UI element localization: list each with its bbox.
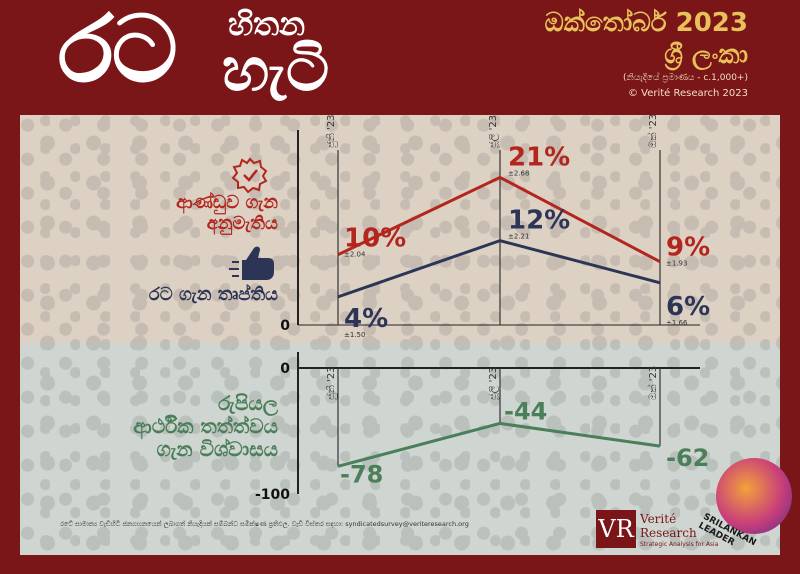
verite-tagline: Strategic Analysis for Asia [640, 541, 719, 548]
sample-size: (නියැදියේ ප්‍රමාණය - c.1,000+) [623, 73, 748, 83]
watermark-badge [716, 458, 792, 534]
top-axis-tick-label: 0 [280, 318, 290, 334]
bottom-category-label: ජූලි '23 [488, 367, 499, 400]
economic-value-label: -62 [666, 444, 709, 472]
thumbs-up-icon [229, 246, 274, 280]
approval-line [337, 175, 661, 264]
approval-label-line2: අනුමැතිය [206, 212, 278, 234]
top-category-label: ඔක් '23 [646, 114, 659, 148]
satisfaction-value-label: 4% [344, 304, 388, 334]
economic-line [337, 421, 661, 468]
approval-error-label: ±2.04 [344, 251, 366, 259]
economic-label-line3: ගැන විශ්වාසය [156, 437, 278, 461]
report-country: ශ්‍රී ලංකා [664, 40, 748, 70]
copyright: © Verité Research 2023 [627, 88, 748, 99]
verite-logo-mark: VR [596, 510, 636, 548]
report-month: ඔක්තෝබර් 2023 [544, 8, 748, 38]
logo-bottom: හැටි [222, 35, 330, 105]
approval-error-label: ±1.93 [666, 260, 687, 268]
bottom-category-label: ජුනි '23 [326, 366, 337, 400]
verite-name-line1: Verité [640, 512, 677, 526]
approval-error-label: ±2.68 [508, 169, 529, 177]
footer-note: රටේ සාමාන්‍ය වැඩිහිටි ජනගහනයෙන් ලබාගත් න… [60, 520, 469, 528]
header: රට හිතන හැටි ඔක්තෝබර් 2023 ශ්‍රී ලංකා (න… [0, 0, 800, 115]
approval-value-label: 10% [344, 224, 406, 254]
economic-label-line2: ආර්ථික තත්ත්වය [133, 414, 278, 438]
approval-value-label: 9% [666, 233, 710, 263]
logo-top: හිතන [228, 5, 306, 43]
bottom-axis-tick-label: 0 [280, 361, 290, 377]
verite-name-line2: Research [640, 526, 697, 541]
top-category-label: ජුනි '23 [326, 114, 337, 148]
satisfaction-line [337, 239, 661, 299]
top-chart: 0 ජුනි '23 ජූලි '23 ඔක් '23 10%±2.04 21%±2.68… [280, 114, 710, 339]
approval-value-label: 21% [508, 142, 570, 172]
satisfaction-error-label: ±1.66 [666, 319, 688, 327]
chart-panel [20, 115, 780, 555]
bottom-chart: 0 -100 ජුනි '23 ජූලි '23 ඔක් '23 -78 -44 -62 [255, 352, 709, 503]
verite-name: Verité Research [640, 512, 697, 541]
logo-main: රට [58, 0, 178, 103]
economic-label-line1: රුපියල [218, 391, 278, 415]
top-chart-background [20, 115, 780, 343]
satisfaction-error-label: ±2.21 [508, 233, 529, 241]
approval-label-line1: ආණ්ඩුව ගැන [176, 192, 278, 213]
checkmark-badge-icon [231, 157, 268, 194]
satisfaction-value-label: 6% [666, 292, 710, 322]
economic-value-label: -78 [340, 460, 383, 488]
bottom-axis-tick-label: -100 [255, 487, 290, 503]
satisfaction-label: රට ගැන තෘප්තිය [148, 284, 278, 305]
economic-value-label: -44 [504, 397, 547, 425]
bottom-category-label: ඔක් '23 [646, 366, 659, 400]
crowd-background-image [20, 115, 780, 555]
satisfaction-value-label: 12% [508, 206, 570, 236]
approval-label: ආණ්ඩුව ගැන අනුමැතිය [100, 192, 278, 234]
satisfaction-error-label: ±1.50 [344, 331, 365, 339]
top-category-label: ජූලි '23 [488, 115, 499, 148]
economic-confidence-label: රුපියල ආර්ථික තත්ත්වය ගැන විශ්වාසය [60, 392, 278, 461]
